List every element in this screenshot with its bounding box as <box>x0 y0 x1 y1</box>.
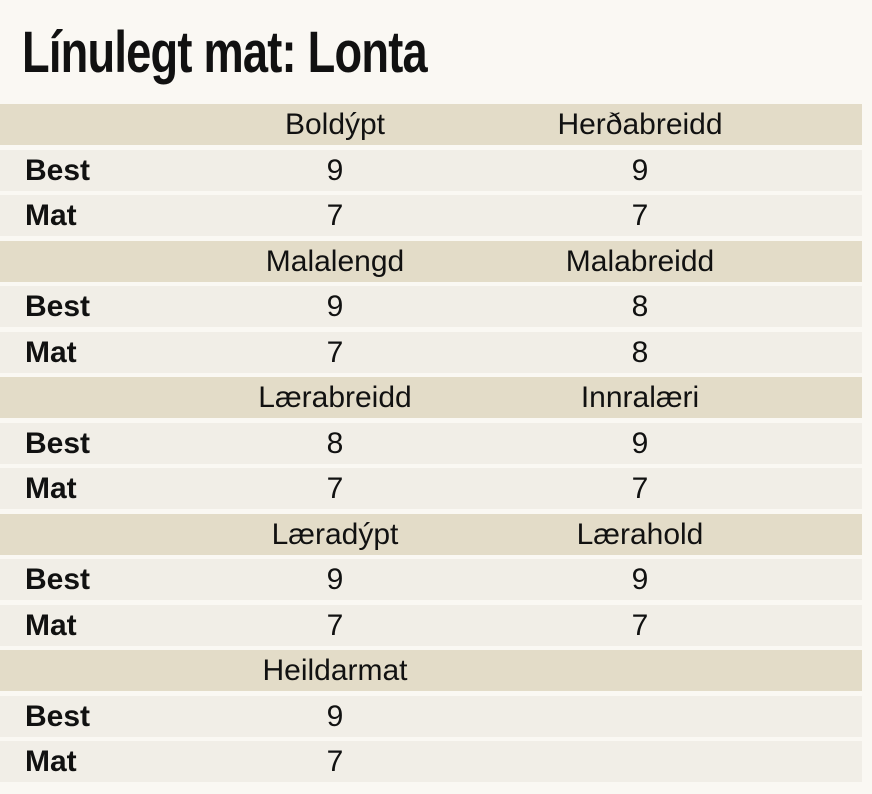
column-header: Innralæri <box>580 381 700 414</box>
table-cell: 8 <box>326 426 344 460</box>
column-header: Læradýpt <box>271 517 399 551</box>
table-cell: 7 <box>631 472 649 505</box>
table-cell: 9 <box>631 563 649 596</box>
table-row-best: Best 8 9 <box>0 422 862 464</box>
column-header: Boldýpt <box>284 108 386 141</box>
table-cell: 7 <box>326 335 344 369</box>
table-cell: 7 <box>326 745 344 778</box>
column-header: Herðabreidd <box>557 108 723 141</box>
column-header: Malalengd <box>265 244 405 278</box>
row-label-best: Best <box>25 153 91 187</box>
row-label-mat: Mat <box>25 745 77 778</box>
table-cell <box>520 696 760 737</box>
row-label-best: Best <box>25 426 91 460</box>
table-cell: 9 <box>326 563 344 596</box>
evaluation-table: Boldýpt Herðabreidd Best 9 9 Mat 7 7 Mal… <box>0 104 862 787</box>
column-header <box>520 650 760 691</box>
table-cell: 7 <box>326 472 344 505</box>
row-label-mat: Mat <box>25 335 77 369</box>
table-cell: 9 <box>326 153 344 187</box>
table-header-row: Boldýpt Herðabreidd <box>0 104 862 145</box>
table-cell: 9 <box>326 290 344 323</box>
table-header-row: Malalengd Malabreidd <box>0 240 862 282</box>
table-cell: 8 <box>631 290 649 323</box>
row-label-mat: Mat <box>25 472 77 505</box>
table-row-mat: Mat 7 7 <box>0 195 862 236</box>
table-row-mat: Mat 7 <box>0 741 862 782</box>
table-row-mat: Mat 7 7 <box>0 604 862 646</box>
table-row-mat: Mat 7 8 <box>0 331 862 373</box>
row-label-best: Best <box>25 290 91 323</box>
table-cell: 7 <box>326 199 344 232</box>
table-cell: 7 <box>631 608 649 642</box>
row-label-mat: Mat <box>25 608 77 642</box>
table-cell <box>520 741 760 782</box>
table-row-mat: Mat 7 7 <box>0 468 862 509</box>
column-header: Lærahold <box>576 517 704 551</box>
column-header: Heildarmat <box>262 654 408 687</box>
table-header-row: Læradýpt Lærahold <box>0 513 862 555</box>
row-label-best: Best <box>25 563 91 596</box>
table-row-best: Best 9 <box>0 695 862 737</box>
table-row-best: Best 9 8 <box>0 286 862 327</box>
column-header: Malabreidd <box>565 244 715 278</box>
column-header: Lærabreidd <box>258 381 412 414</box>
table-row-best: Best 9 9 <box>0 559 862 600</box>
row-label-mat: Mat <box>25 199 77 232</box>
table-header-row: Lærabreidd Innralæri <box>0 377 862 418</box>
table-cell: 9 <box>631 426 649 460</box>
table-header-row: Heildarmat <box>0 650 862 691</box>
table-cell: 7 <box>326 608 344 642</box>
table-row-best: Best 9 9 <box>0 149 862 191</box>
row-label-best: Best <box>25 699 91 733</box>
table-cell: 9 <box>631 153 649 187</box>
table-cell: 7 <box>631 199 649 232</box>
page-title: Línulegt mat: Lonta <box>22 20 428 85</box>
table-cell: 9 <box>326 699 344 733</box>
table-cell: 8 <box>631 335 649 369</box>
